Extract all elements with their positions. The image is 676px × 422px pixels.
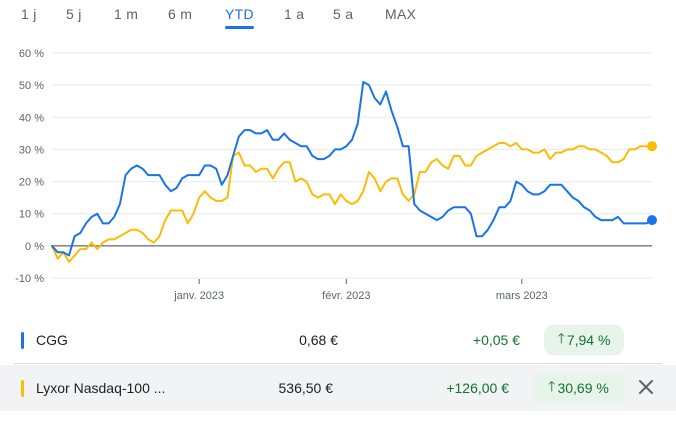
- y-tick-label: -10 %: [15, 273, 44, 285]
- x-tick-label: févr. 2023: [322, 290, 370, 302]
- row-divider: [14, 363, 662, 364]
- series-end-point-cgg: [647, 215, 657, 226]
- series-name: Lyxor Nasdaq-100 ...: [36, 380, 166, 396]
- series-change: +0,05 €: [472, 332, 520, 348]
- percent-change-badge: 🡑 7,94 %: [544, 325, 624, 355]
- y-axis: -10 % 0 % 10 % 20 % 30 % 40 % 50 % 60 %: [15, 48, 44, 285]
- y-tick-label: 20 %: [19, 177, 44, 189]
- series-price: 0,68 €: [299, 332, 338, 348]
- active-tab-indicator: [225, 26, 254, 29]
- y-tick-label: 30 %: [19, 144, 44, 156]
- percent-change-value: 30,69 %: [557, 380, 609, 396]
- legend-row-cgg[interactable]: CGG 0,68 € +0,05 € 🡑 7,94 %: [0, 317, 676, 363]
- tab-5-days[interactable]: 5 j: [66, 6, 82, 22]
- tab-1-month[interactable]: 1 m: [114, 6, 139, 22]
- y-tick-label: 50 %: [19, 80, 44, 92]
- x-tick-label: janv. 2023: [173, 290, 224, 302]
- series-line-cgg: [51, 80, 653, 257]
- x-tick-label: mars 2023: [496, 290, 548, 302]
- time-range-tabs: 1 j 5 j 1 m 6 m YTD 1 a 5 a MAX: [0, 0, 676, 34]
- x-axis: janv. 2023 févr. 2023 mars 2023: [173, 279, 548, 302]
- chart-grid: [52, 52, 652, 279]
- close-icon[interactable]: [636, 377, 656, 397]
- y-tick-label: 40 %: [19, 112, 44, 124]
- tab-1-day[interactable]: 1 j: [21, 6, 37, 22]
- series-price: 536,50 €: [278, 380, 334, 396]
- tab-5-years[interactable]: 5 a: [333, 6, 354, 22]
- percent-change-value: 7,94 %: [566, 332, 611, 348]
- tab-1-year[interactable]: 1 a: [284, 6, 305, 22]
- chart-series: [51, 80, 657, 263]
- arrow-up-icon: 🡑: [557, 330, 565, 346]
- percent-change-badge: 🡑 30,69 %: [533, 373, 624, 403]
- y-tick-label: 10 %: [19, 209, 44, 221]
- series-name: CGG: [36, 332, 68, 348]
- legend-row-lyxor[interactable]: Lyxor Nasdaq-100 ... 536,50 € +126,00 € …: [0, 365, 676, 411]
- tab-6-months[interactable]: 6 m: [168, 6, 193, 22]
- series-line-lyxor: [51, 142, 653, 263]
- arrow-up-icon: 🡑: [548, 378, 556, 394]
- series-color-swatch: [21, 380, 24, 397]
- series-end-point-lyxor: [647, 141, 657, 152]
- y-tick-label: 0 %: [25, 241, 44, 253]
- price-comparison-chart: -10 % 0 % 10 % 20 % 30 % 40 % 50 % 60 % janv. 2…: [15, 48, 657, 302]
- tab-max[interactable]: MAX: [385, 6, 417, 22]
- series-color-swatch: [21, 332, 24, 349]
- y-tick-label: 60 %: [19, 48, 44, 60]
- tab-ytd-label: YTD: [225, 6, 254, 22]
- tab-ytd[interactable]: YTD: [225, 6, 254, 29]
- series-change: +126,00 €: [446, 380, 509, 396]
